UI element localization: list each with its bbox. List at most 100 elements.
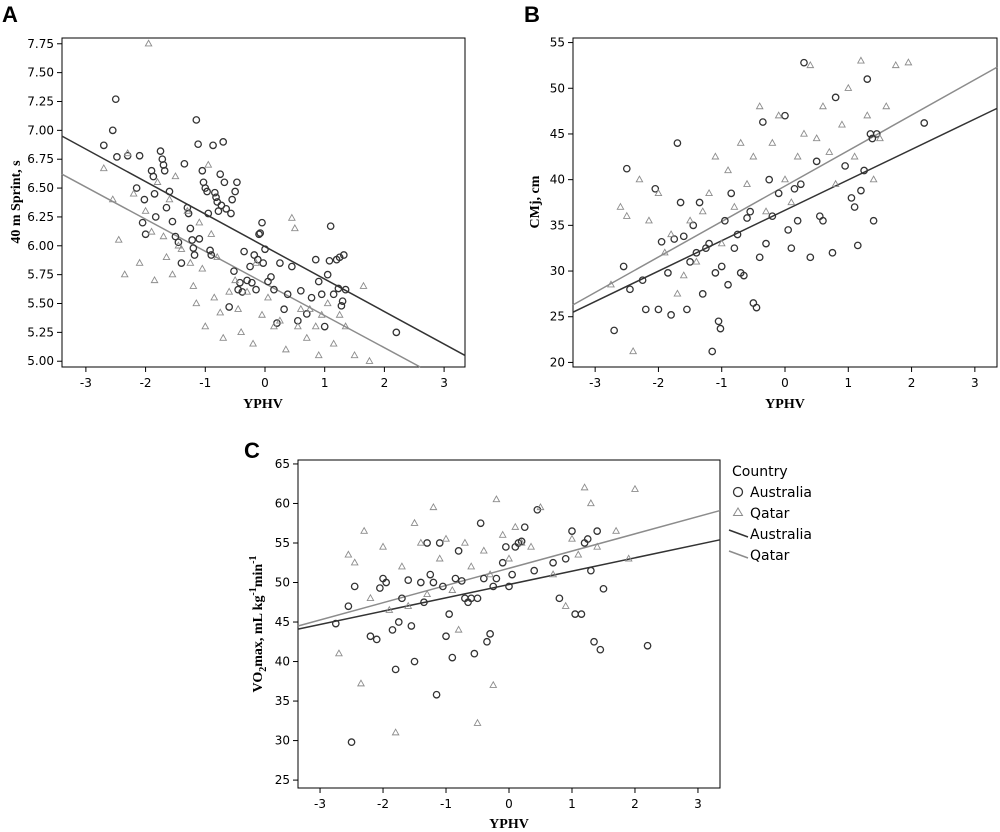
panel-a-point-qatar <box>198 264 207 272</box>
panel-b-point-qatar <box>629 347 638 355</box>
panel-b-point-qatar <box>768 138 777 146</box>
panel-a-point-qatar <box>234 304 243 312</box>
panel-a-point-qatar <box>159 232 168 240</box>
panel-b-y-tick-label: 35 <box>550 218 565 232</box>
ylabel-rest: max, mL kg <box>251 596 266 667</box>
panel-a-point-australia <box>113 153 121 161</box>
panel-c-y-tick-label: 30 <box>275 734 290 748</box>
panel-b-point-australia <box>638 276 647 285</box>
panel-a-points <box>99 39 401 364</box>
panel-a-point-australia <box>214 207 223 216</box>
panel-a-point-qatar <box>123 149 132 157</box>
panel-b-point-australia <box>828 248 837 257</box>
panel-a-point-qatar <box>135 258 144 266</box>
panel-b-point-australia <box>692 248 701 257</box>
panel-a-point-qatar <box>287 213 296 221</box>
panel-b-point-qatar <box>781 175 789 183</box>
panel-c-point-qatar <box>631 484 639 492</box>
panel-c-point-australia <box>416 578 425 587</box>
panel-c-point-qatar <box>489 680 498 688</box>
panel-a-point-qatar <box>237 327 246 336</box>
panel-a-point-australia <box>206 246 214 255</box>
legend-label-qatar-line: Qatar <box>750 548 790 564</box>
panel-c-point-australia <box>599 584 608 593</box>
panel-a-point-australia <box>225 303 234 311</box>
panel-b-point-qatar <box>692 257 701 265</box>
panel-c-point-australia <box>423 539 431 547</box>
panel-a-fit-line-qatar <box>61 173 421 368</box>
panel-b-y-tick-label: 25 <box>550 310 565 324</box>
panel-a-point-australia <box>195 235 204 243</box>
panel-c-point-australia <box>486 630 494 638</box>
panel-a-point-australia <box>150 189 159 198</box>
panel-b-point-australia <box>860 166 868 175</box>
panel-a-point-australia <box>108 126 117 135</box>
panel-a-point-qatar <box>216 308 225 316</box>
panel-b-point-australia <box>787 244 796 253</box>
panel-a-point-australia <box>219 138 228 146</box>
panel-c-point-australia <box>350 582 359 591</box>
panel-c-point-australia <box>439 582 447 591</box>
panel-c-point-qatar <box>586 499 595 507</box>
panel-c-point-australia <box>445 610 454 618</box>
panel-c-point-australia <box>388 626 397 634</box>
panel-a-point-qatar <box>314 351 323 359</box>
panel-b-x-tick-label: 1 <box>844 376 852 390</box>
panel-c-point-australia <box>596 645 605 654</box>
panel-c-point-australia <box>577 610 586 618</box>
panel-a-plot-frame <box>61 37 466 368</box>
panel-c-x-tick-label: 0 <box>505 797 513 811</box>
panel-c-point-qatar <box>498 530 507 538</box>
panel-a-point-qatar <box>252 258 261 266</box>
panel-a-point-australia <box>283 290 292 299</box>
panel-b-point-australia <box>711 269 720 277</box>
panel-c-point-qatar <box>442 534 450 542</box>
panel-c-point-australia <box>473 594 482 603</box>
panel-c-point-australia <box>410 657 419 666</box>
panel-a-y-tick-label: 7.75 <box>27 37 54 51</box>
panel-b-point-australia <box>743 214 751 222</box>
panel-c-x-tick-label: 2 <box>631 797 639 811</box>
panel-b-point-qatar <box>844 83 853 91</box>
panel-b-point-australia <box>654 305 663 314</box>
panel-a-x-tick-label: -1 <box>199 376 211 390</box>
panel-c-point-australia <box>394 618 403 626</box>
panel-b-y-tick-label: 30 <box>550 264 565 278</box>
panel-c-point-australia <box>398 594 406 603</box>
panel-a-point-australia <box>168 217 177 226</box>
panel-a-y-axis-title: 40 m Sprint, s <box>9 160 24 244</box>
panel-a-y-tick-label: 6.75 <box>27 152 54 166</box>
panel-a-point-australia <box>261 245 269 254</box>
panel-b-point-australia <box>774 189 783 198</box>
panel-c-point-australia <box>426 570 435 579</box>
panel-b-axis-ticks: -3 -2 -1 0 1 2 3 20 25 30 35 40 45 50 55 <box>550 36 979 390</box>
panel-b-point-australia <box>759 118 767 126</box>
panel-a-point-qatar <box>317 310 326 318</box>
panel-a-point-australia <box>140 195 149 204</box>
panel-b-point-qatar <box>717 239 726 247</box>
panel-c-point-qatar <box>593 542 602 550</box>
panel-c-point-australia <box>457 577 466 585</box>
panel-b-point-qatar <box>698 207 707 215</box>
panel-c-point-australia <box>555 594 564 603</box>
panel-a-point-australia <box>209 141 217 150</box>
panel-a-point-australia <box>228 195 237 204</box>
panel-a-point-qatar <box>204 160 213 168</box>
panel-b-point-australia <box>749 299 758 307</box>
panel-c-point-australia <box>502 543 510 551</box>
panel-a-point-australia <box>341 285 350 294</box>
panel-b-point-qatar <box>800 129 808 137</box>
panel-a-point-australia <box>160 166 169 175</box>
panel-b-point-qatar <box>891 60 900 69</box>
panel-b-point-australia <box>755 253 764 262</box>
panel-a-point-qatar <box>162 252 171 260</box>
panel-b-point-qatar <box>622 211 631 219</box>
panel-a-point-australia <box>248 278 256 287</box>
panel-a-point-australia <box>132 184 141 192</box>
panel-c-y-tick-label: 45 <box>275 615 290 629</box>
panel-b-y-axis-title: CMj, cm <box>528 175 543 228</box>
panel-c-fit-line-qatar <box>297 509 721 627</box>
panel-c-point-qatar <box>454 625 463 633</box>
panel-b-point-qatar <box>793 152 802 160</box>
